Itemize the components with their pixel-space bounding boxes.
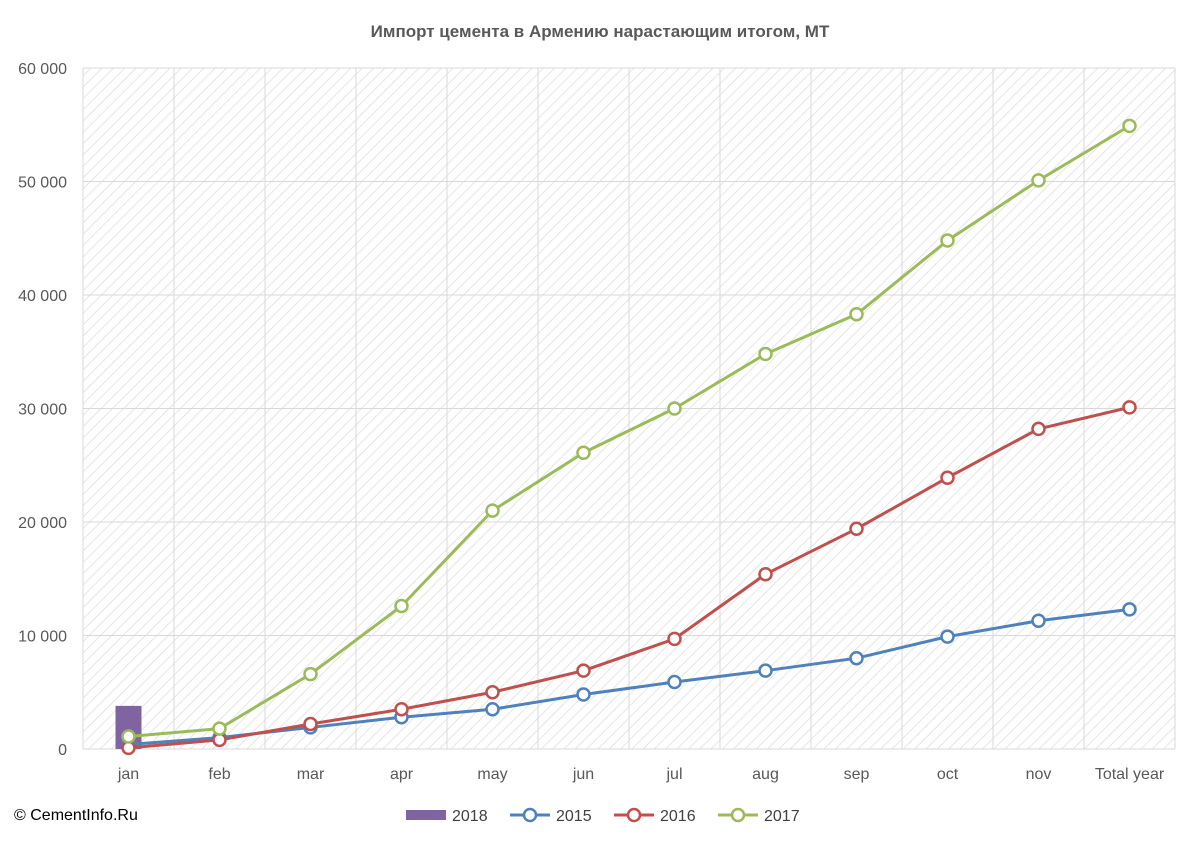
y-tick-label: 40 000: [18, 288, 67, 305]
y-tick-label: 30 000: [18, 402, 67, 419]
data-point-2016: [1122, 400, 1137, 415]
x-tick-label: may: [477, 766, 507, 783]
legend-item-2017: 2017: [718, 807, 800, 825]
data-point-2017: [303, 666, 318, 682]
x-tick-label: Total year: [1095, 766, 1165, 783]
x-tick-label: feb: [208, 766, 230, 783]
data-point-2016: [667, 631, 682, 647]
x-tick-label: jul: [665, 766, 682, 783]
x-tick-label: jun: [572, 766, 594, 783]
data-point-2017: [121, 729, 136, 744]
data-point-2016: [940, 470, 955, 485]
y-axis-tick-labels: 0 10 000 20 000 30 000 40 000 50 000 60 000: [18, 61, 67, 759]
data-point-2016: [576, 663, 591, 678]
data-point-2015: [667, 674, 682, 690]
data-point-2017: [485, 503, 500, 518]
legend-swatch: [406, 810, 446, 820]
legend-marker: [730, 807, 746, 823]
data-point-2017: [940, 233, 955, 248]
data-point-2015: [1122, 602, 1137, 617]
horizontal-gridlines: [83, 67, 1175, 750]
credit-text: © CementInfo.Ru: [14, 807, 138, 824]
series-2017: [121, 118, 1137, 744]
series-line-2016: [128, 405, 1130, 750]
y-tick-label: 60 000: [18, 61, 67, 78]
data-point-2017: [212, 721, 227, 736]
x-axis-tick-labels: jan feb mar apr may jun jul aug sep oct nov Total y…: [117, 766, 1165, 783]
legend-label: 2015: [556, 808, 592, 825]
y-tick-label: 50 000: [18, 175, 67, 192]
x-tick-label: jan: [117, 766, 139, 783]
legend: 2018 2015 2016 2017: [406, 807, 800, 825]
data-point-2017: [1122, 118, 1137, 134]
series-line-2015: [128, 607, 1130, 746]
x-tick-label: sep: [844, 766, 870, 783]
data-point-2017: [394, 598, 409, 614]
data-point-2015: [1031, 613, 1046, 628]
data-point-2017: [758, 346, 773, 362]
data-point-2016: [394, 702, 409, 717]
series-line-2017: [128, 124, 1131, 739]
chart-title: Импорт цемента в Армению нарастающим ито…: [371, 22, 830, 41]
data-point-2015: [940, 629, 955, 644]
legend-item-2016: 2016: [614, 807, 696, 825]
line-series: [121, 118, 1137, 756]
data-point-2017: [576, 445, 591, 461]
data-point-2015: [849, 650, 864, 666]
legend-item-2018: 2018: [406, 808, 488, 825]
data-point-2016: [303, 716, 318, 732]
data-point-2015: [485, 702, 500, 717]
data-point-2016: [758, 566, 773, 582]
legend-item-2015: 2015: [510, 807, 592, 825]
x-tick-label: mar: [297, 766, 325, 783]
x-tick-label: apr: [390, 766, 414, 783]
data-point-2016: [485, 685, 500, 700]
y-tick-label: 10 000: [18, 629, 67, 646]
legend-marker: [522, 807, 538, 823]
x-tick-label: oct: [937, 766, 959, 783]
data-point-2017: [667, 401, 682, 416]
data-point-2016: [1031, 421, 1046, 437]
y-tick-label: 20 000: [18, 515, 67, 532]
series-2016: [121, 400, 1137, 756]
data-point-2017: [1031, 173, 1046, 188]
legend-label: 2018: [452, 808, 488, 825]
data-point-2015: [576, 687, 591, 702]
y-tick-label: 0: [58, 742, 67, 759]
legend-label: 2016: [660, 808, 696, 825]
data-point-2016: [849, 521, 864, 537]
data-point-2015: [758, 663, 773, 678]
legend-label: 2017: [764, 808, 800, 825]
x-tick-label: nov: [1026, 766, 1052, 783]
x-tick-label: aug: [752, 766, 779, 783]
data-point-2017: [849, 307, 864, 322]
legend-marker: [626, 807, 642, 823]
